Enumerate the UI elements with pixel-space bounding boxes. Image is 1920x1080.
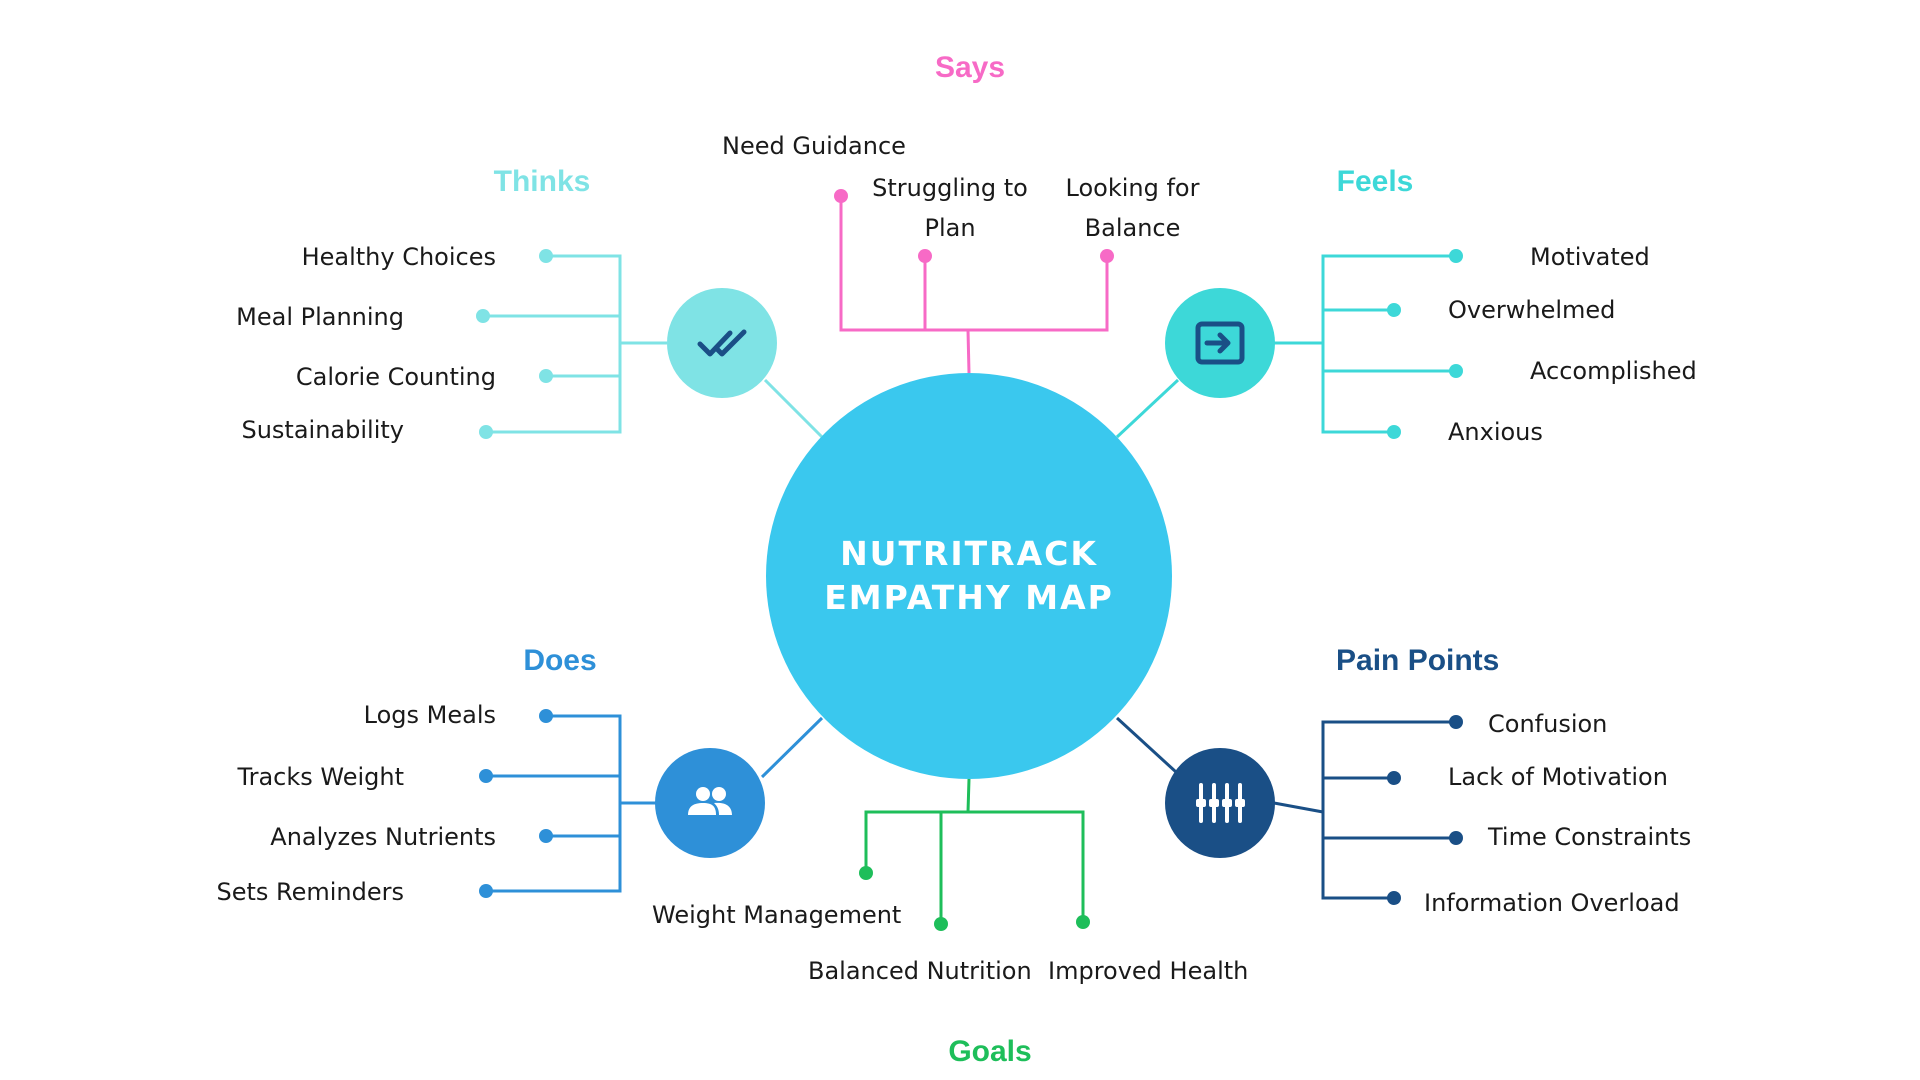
pain-points-label: Pain Points [1336, 644, 1500, 677]
goals-item-balanced-nutrition: Balanced Nutrition [808, 957, 1032, 985]
map-title-line-2: EMPATHY MAP [824, 578, 1114, 617]
says-connectors [839, 196, 1109, 374]
pain-item-time-constraints: Time Constraints [1488, 823, 1692, 851]
pain-item-confusion: Confusion [1488, 710, 1608, 738]
feels-hub [1165, 288, 1275, 398]
sliders-icon [1196, 783, 1245, 823]
thinks-dots [476, 249, 553, 439]
says-label: Says [934, 51, 1006, 84]
does-hub [655, 748, 765, 858]
thinks-item-calorie-counting: Calorie Counting [295, 363, 496, 391]
thinks-label: Thinks [493, 165, 591, 198]
pain-item-lack-of-motivation: Lack of Motivation [1448, 763, 1668, 791]
goals-dots [859, 866, 1090, 931]
feels-item-overwhelmed: Overwhelmed [1448, 296, 1616, 324]
map-title-line-1: NUTRITRACK [840, 534, 1098, 573]
pain-item-information-overload: Information Overload [1424, 889, 1680, 917]
pain-points-dots [1387, 715, 1463, 905]
goals-item-improved-health: Improved Health [1048, 957, 1249, 985]
says-item-struggling-to-plan: Struggling to Plan [872, 174, 1028, 242]
center-circle: NUTRITRACK EMPATHY MAP [766, 373, 1172, 779]
thinks-item-meal-planning: Meal Planning [236, 303, 404, 331]
double-check-icon [697, 329, 747, 357]
pain-points-connectors [1115, 716, 1456, 900]
feels-connectors [1115, 254, 1456, 439]
feels-label: Feels [1336, 165, 1414, 198]
thinks-item-healthy-choices: Healthy Choices [301, 243, 496, 271]
says-dots [834, 189, 1114, 263]
feels-item-accomplished: Accomplished [1530, 357, 1697, 385]
goals-connectors [864, 778, 1085, 924]
says-item-need-guidance: Need Guidance [722, 132, 906, 160]
feels-item-motivated: Motivated [1530, 243, 1650, 271]
input-arrow-icon [1195, 321, 1245, 365]
thinks-connectors [483, 254, 824, 439]
thinks-item-sustainability: Sustainability [241, 416, 404, 444]
does-item-tracks-weight: Tracks Weight [237, 763, 404, 791]
map-title: NUTRITRACK EMPATHY MAP [824, 532, 1114, 620]
feels-item-anxious: Anxious [1448, 418, 1543, 446]
feels-dots [1387, 249, 1463, 439]
goals-label: Goals [948, 1035, 1032, 1068]
does-label: Does [523, 644, 597, 677]
goals-item-weight-management: Weight Management [652, 901, 902, 929]
people-icon [688, 787, 732, 815]
does-item-analyzes-nutrients: Analyzes Nutrients [270, 823, 496, 851]
says-item-looking-for-balance: Looking for Balance [1065, 174, 1200, 242]
does-item-sets-reminders: Sets Reminders [216, 878, 404, 906]
does-item-logs-meals: Logs Meals [363, 701, 496, 729]
does-dots [479, 709, 553, 898]
thinks-hub [667, 288, 777, 398]
pain-points-hub [1165, 748, 1275, 858]
does-connectors [486, 714, 824, 893]
